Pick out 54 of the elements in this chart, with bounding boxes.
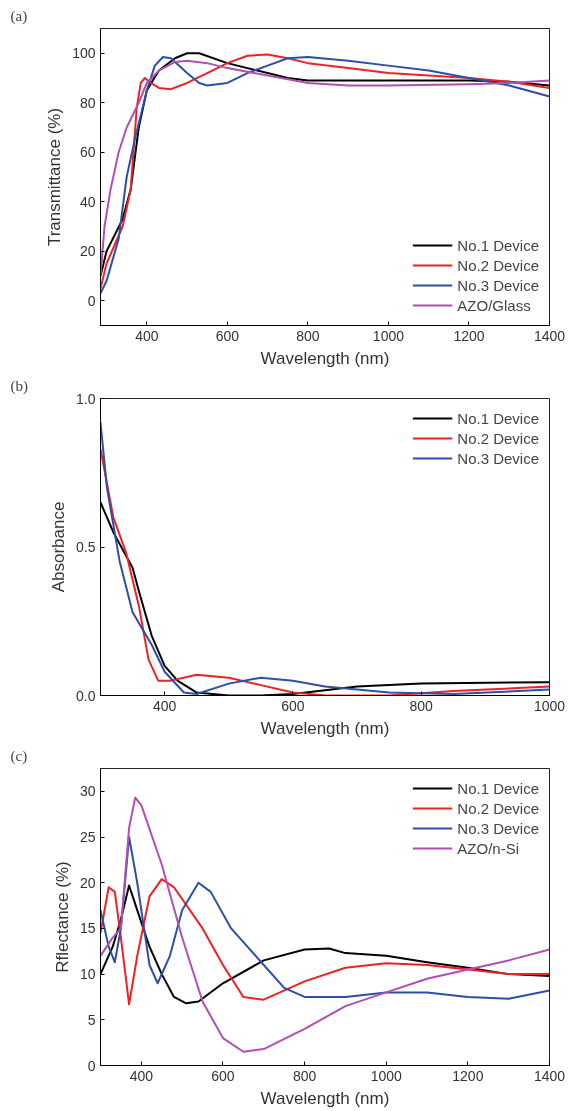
line-series bbox=[100, 836, 550, 1000]
y-tick-label: 20 bbox=[79, 874, 96, 891]
x-tick-label: 600 bbox=[215, 327, 240, 344]
x-axis-title: Wavelength (nm) bbox=[260, 348, 390, 368]
y-tick-label: 15 bbox=[79, 920, 96, 937]
legend-label: No.2 Device bbox=[457, 799, 539, 817]
y-axis-title: Transmittance (%) bbox=[45, 107, 65, 247]
x-tick-label: 1000 bbox=[372, 327, 405, 344]
legend-label: No.3 Device bbox=[457, 819, 539, 837]
x-tick-label: 800 bbox=[409, 697, 434, 714]
x-tick-label: 400 bbox=[152, 697, 177, 714]
x-tick-label: 800 bbox=[296, 327, 320, 344]
legend-label: No.1 Device bbox=[457, 236, 539, 254]
y-tick-label: 0.5 bbox=[76, 539, 96, 555]
x-tick-label: 400 bbox=[129, 1067, 154, 1084]
x-tick-label: 600 bbox=[281, 697, 305, 714]
x-tick-label: 1000 bbox=[370, 1067, 403, 1084]
y-tick-label: 0 bbox=[87, 1057, 96, 1074]
x-tick-label: 1200 bbox=[452, 1067, 484, 1084]
y-tick-label: 100 bbox=[72, 45, 96, 62]
legend-label: No.2 Device bbox=[457, 429, 539, 447]
x-tick-label: 1000 bbox=[533, 697, 566, 714]
y-axis-title: Rflectance (%) bbox=[52, 861, 72, 973]
legend-label: No.1 Device bbox=[457, 409, 539, 427]
legend-label: AZO/Glass bbox=[457, 296, 531, 314]
y-tick-label: 0 bbox=[87, 292, 96, 309]
x-tick-label: 1400 bbox=[533, 327, 566, 344]
x-tick-label: 1200 bbox=[453, 327, 485, 344]
x-tick-label: 800 bbox=[292, 1067, 317, 1084]
chart-title: (a) bbox=[10, 7, 28, 25]
y-tick-label: 80 bbox=[79, 94, 96, 111]
y-tick-label: 5 bbox=[87, 1011, 96, 1028]
legend-label: No.3 Device bbox=[457, 449, 539, 467]
x-tick-label: 600 bbox=[211, 1067, 235, 1084]
x-axis-title: Wavelength (nm) bbox=[260, 1088, 390, 1108]
y-tick-label: 25 bbox=[79, 829, 96, 846]
chart-title: (c) bbox=[10, 747, 28, 765]
legend-label: No.3 Device bbox=[457, 276, 539, 294]
y-tick-label: 20 bbox=[79, 243, 96, 260]
y-tick-label: 60 bbox=[79, 144, 96, 161]
y-tick-label: 30 bbox=[79, 783, 96, 800]
line-series bbox=[100, 796, 550, 1053]
x-axis-title: Wavelength (nm) bbox=[260, 718, 390, 738]
legend-label: No.1 Device bbox=[457, 779, 539, 797]
y-tick-label: 10 bbox=[79, 966, 96, 983]
y-tick-label: 40 bbox=[79, 193, 96, 210]
y-tick-label: 1.0 bbox=[76, 390, 96, 407]
y-axis-title: Absorbance bbox=[49, 501, 69, 593]
legend-label: AZO/n-Si bbox=[457, 839, 519, 857]
legend-label: No.2 Device bbox=[457, 256, 539, 274]
x-tick-label: 400 bbox=[135, 327, 159, 344]
x-tick-label: 1400 bbox=[533, 1067, 566, 1084]
y-tick-label: 0.0 bbox=[76, 687, 96, 704]
chart-title: (b) bbox=[10, 377, 28, 395]
